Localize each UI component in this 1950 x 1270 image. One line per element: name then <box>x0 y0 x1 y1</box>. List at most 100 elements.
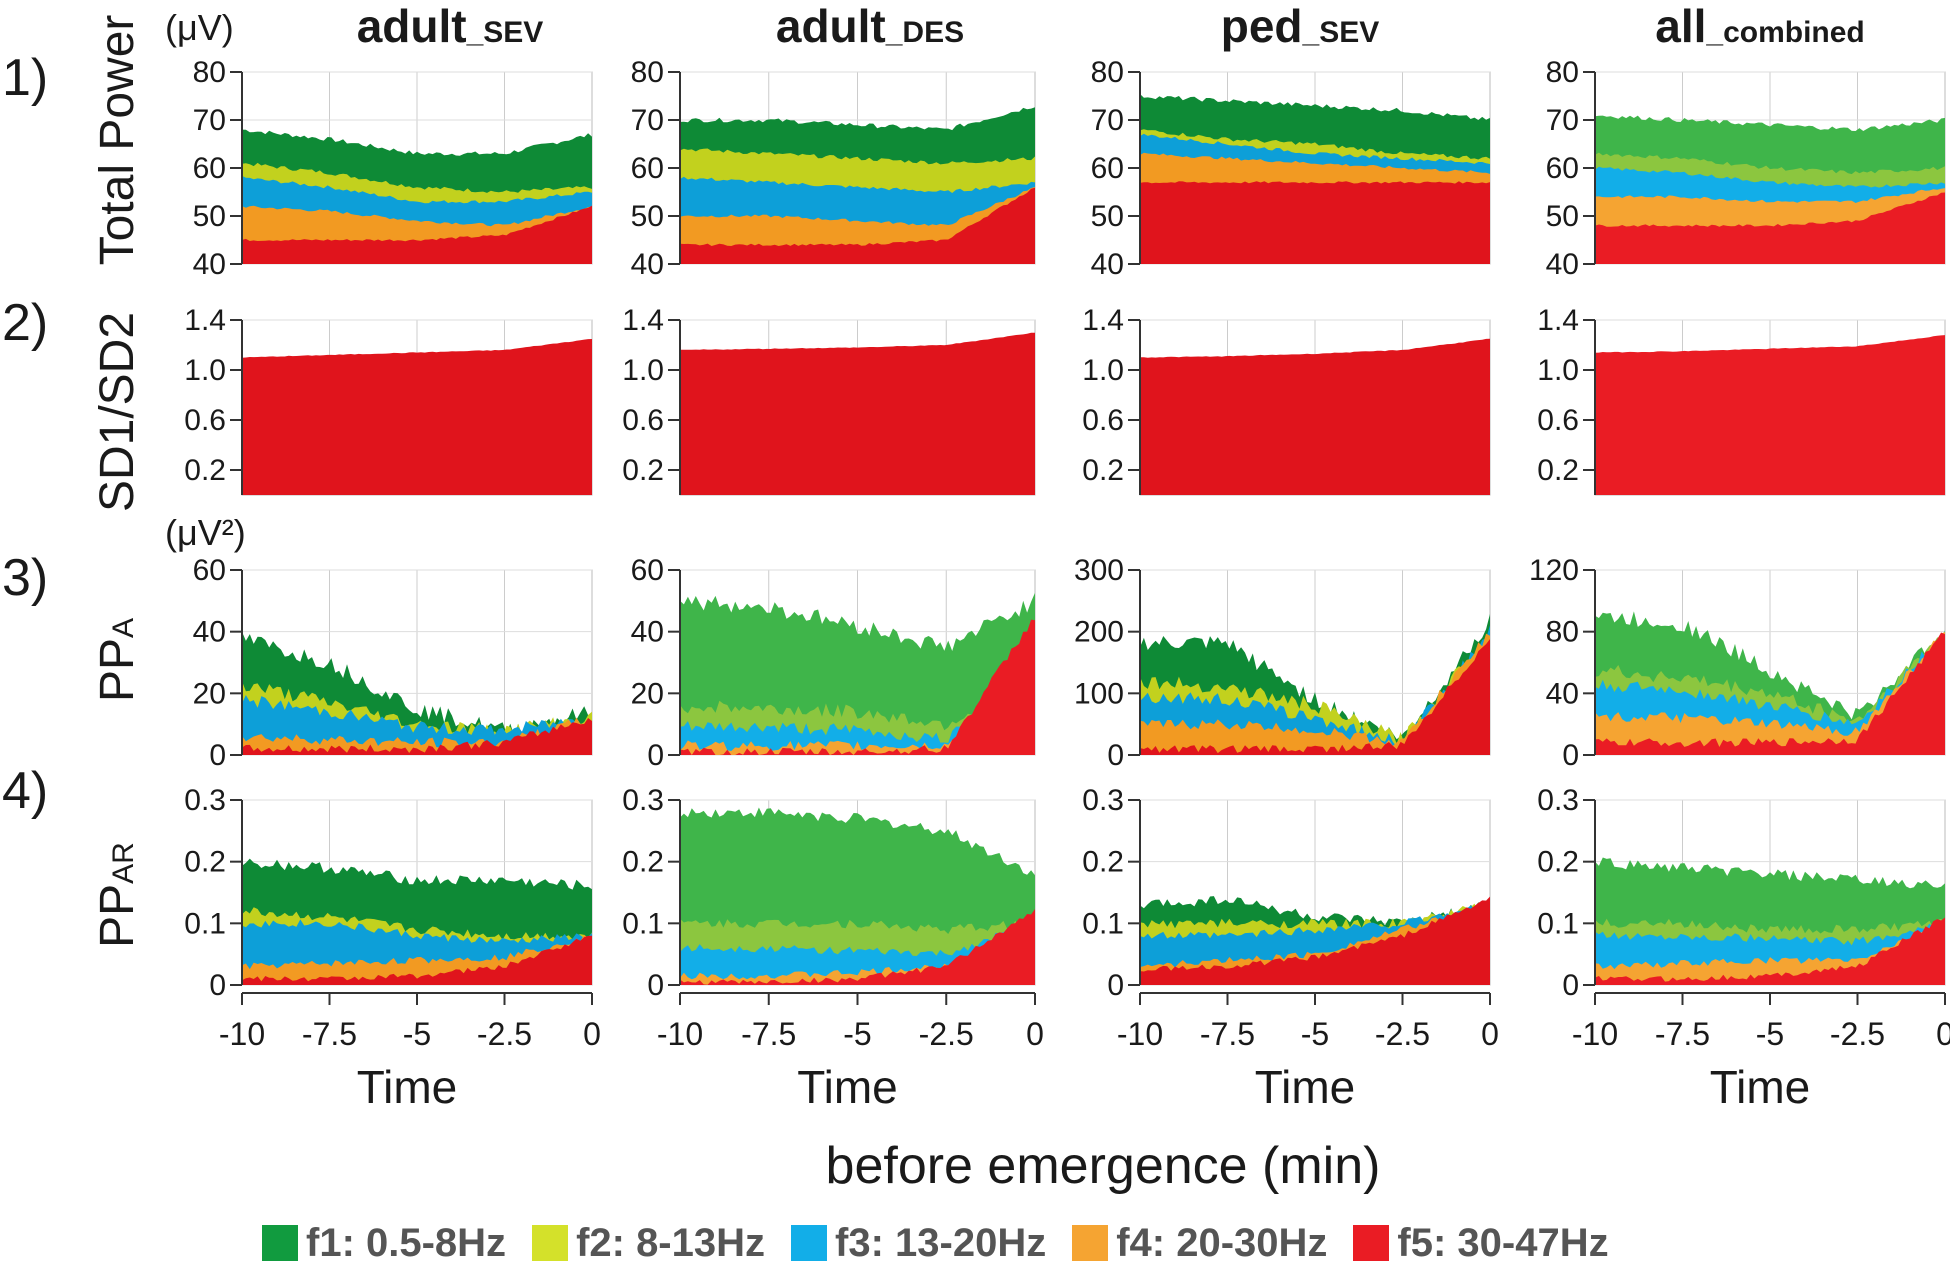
y-tick-label: 0.1 <box>1082 907 1124 940</box>
area-f5 <box>1140 338 1490 495</box>
row-number: 4) <box>2 762 48 820</box>
legend-label: f5: 30-47Hz <box>1397 1220 1609 1265</box>
area-f5 <box>680 909 1035 985</box>
x-axis-label: Time <box>1710 1061 1811 1113</box>
y-tick-label: 0.2 <box>184 846 226 879</box>
y-tick-label: 0.3 <box>1082 784 1124 817</box>
panel: 0 0.1 0.2 0.3 -10 -7.5 -5 -2.5 0 Time <box>1082 784 1499 1113</box>
common-x-label: before emergence (min) <box>826 1137 1381 1195</box>
y-tick-label: 1.4 <box>1082 304 1124 337</box>
area-f5 <box>680 619 1035 755</box>
area-f5 <box>1140 181 1490 264</box>
y-tick-label: 0.2 <box>622 454 664 487</box>
y-tick-label: 1.0 <box>1537 354 1579 387</box>
y-tick-label: 0.2 <box>622 846 664 879</box>
panel: 0.2 0.6 1.0 1.4 <box>184 304 593 496</box>
y-tick-label: 0.2 <box>1537 454 1579 487</box>
y-tick-label: 70 <box>1546 104 1579 137</box>
y-tick-label: 0.2 <box>1082 846 1124 879</box>
y-tick-label: 300 <box>1074 554 1124 587</box>
area-f5 <box>242 718 592 755</box>
x-axis-label: Time <box>1255 1061 1356 1113</box>
area-f5 <box>242 935 592 985</box>
row-number: 3) <box>2 549 48 607</box>
panel: 40 50 60 70 80 <box>1546 56 1946 281</box>
x-tick-label: -7.5 <box>1655 1016 1710 1052</box>
y-tick-label: 70 <box>1091 104 1124 137</box>
x-tick-label: -2.5 <box>477 1016 532 1052</box>
row-label: PPAR <box>91 842 144 948</box>
x-tick-label: -5 <box>843 1016 871 1052</box>
legend-item-f1: f1: 0.5-8Hz <box>262 1221 506 1266</box>
y-tick-label: 0.1 <box>1537 907 1579 940</box>
panel: 0.2 0.6 1.0 1.4 <box>1082 304 1491 496</box>
y-tick-label: 60 <box>193 554 226 587</box>
row-label: Total Power <box>91 15 144 266</box>
y-tick-label: 80 <box>1546 616 1579 649</box>
y-tick-label: 0.2 <box>1537 846 1579 879</box>
y-tick-label: 70 <box>631 104 664 137</box>
y-tick-label: 50 <box>1546 200 1579 233</box>
y-tick-label: 1.4 <box>622 304 664 337</box>
row-number: 1) <box>2 49 48 107</box>
legend-swatch <box>262 1225 298 1261</box>
x-tick-label: 0 <box>1936 1016 1950 1052</box>
y-tick-label: 0.6 <box>622 404 664 437</box>
x-tick-label: -7.5 <box>741 1016 796 1052</box>
y-tick-label: 0 <box>1107 739 1124 772</box>
y-tick-label: 0 <box>209 969 226 1002</box>
legend-swatch <box>532 1225 569 1261</box>
panel: 0 0.1 0.2 0.3 -10 -7.5 -5 -2.5 0 Time <box>622 784 1044 1113</box>
y-tick-label: 100 <box>1074 677 1124 710</box>
area-f5 <box>242 205 592 264</box>
area-f5 <box>680 187 1035 264</box>
y-tick-label: 0.2 <box>184 454 226 487</box>
legend-swatch <box>1072 1225 1109 1261</box>
panel: 0 20 40 60 <box>631 554 1036 772</box>
panel: 40 50 60 70 80 <box>193 56 593 281</box>
area-f4 <box>1595 631 1945 755</box>
y-tick-label: 1.4 <box>184 304 226 337</box>
row-number: 2) <box>2 294 48 352</box>
y-tick-label: 1.0 <box>622 354 664 387</box>
column-header: adult_SEV <box>357 0 544 52</box>
panel: 0.2 0.6 1.0 1.4 <box>1537 304 1946 496</box>
y-tick-label: 0.2 <box>1082 454 1124 487</box>
x-tick-label: -7.5 <box>1200 1016 1255 1052</box>
area-f3 <box>1140 625 1490 755</box>
y-tick-label: 0 <box>647 739 664 772</box>
panel: 0 20 40 60 <box>193 554 593 772</box>
column-header: all_combined <box>1655 0 1865 52</box>
x-tick-label: -10 <box>1572 1016 1618 1052</box>
x-tick-label: 0 <box>583 1016 601 1052</box>
legend-label: f2: 8-13Hz <box>576 1220 766 1265</box>
y-tick-label: 60 <box>1546 152 1579 185</box>
legend-swatch <box>1353 1225 1390 1261</box>
area-f5 <box>1140 896 1490 985</box>
x-tick-label: -7.5 <box>302 1016 357 1052</box>
y-tick-label: 40 <box>193 248 226 281</box>
panel: 0 40 80 120 <box>1529 554 1946 772</box>
panel: 40 50 60 70 80 <box>1091 56 1491 281</box>
x-tick-label: -10 <box>1117 1016 1163 1052</box>
area-f5 <box>1595 335 1945 495</box>
area-f3 <box>680 674 1035 755</box>
y-tick-label: 1.4 <box>1537 304 1579 337</box>
y-tick-label: 200 <box>1074 616 1124 649</box>
legend-label: f1: 0.5-8Hz <box>306 1220 507 1265</box>
y-tick-label: 40 <box>193 616 226 649</box>
y-tick-label: 0.6 <box>1537 404 1579 437</box>
y-tick-label: 0.3 <box>1537 784 1579 817</box>
x-tick-label: -5 <box>1301 1016 1329 1052</box>
y-tick-label: 60 <box>631 554 664 587</box>
y-tick-label: 60 <box>193 152 226 185</box>
y-tick-label: 0 <box>647 969 664 1002</box>
y-tick-label: 80 <box>193 56 226 89</box>
area-f5 <box>1595 917 1945 985</box>
y-tick-label: 40 <box>1546 248 1579 281</box>
y-tick-label: 50 <box>1091 200 1124 233</box>
x-tick-label: -2.5 <box>1830 1016 1885 1052</box>
legend-label: f4: 20-30Hz <box>1116 1220 1328 1265</box>
y-tick-label: 0.6 <box>184 404 226 437</box>
